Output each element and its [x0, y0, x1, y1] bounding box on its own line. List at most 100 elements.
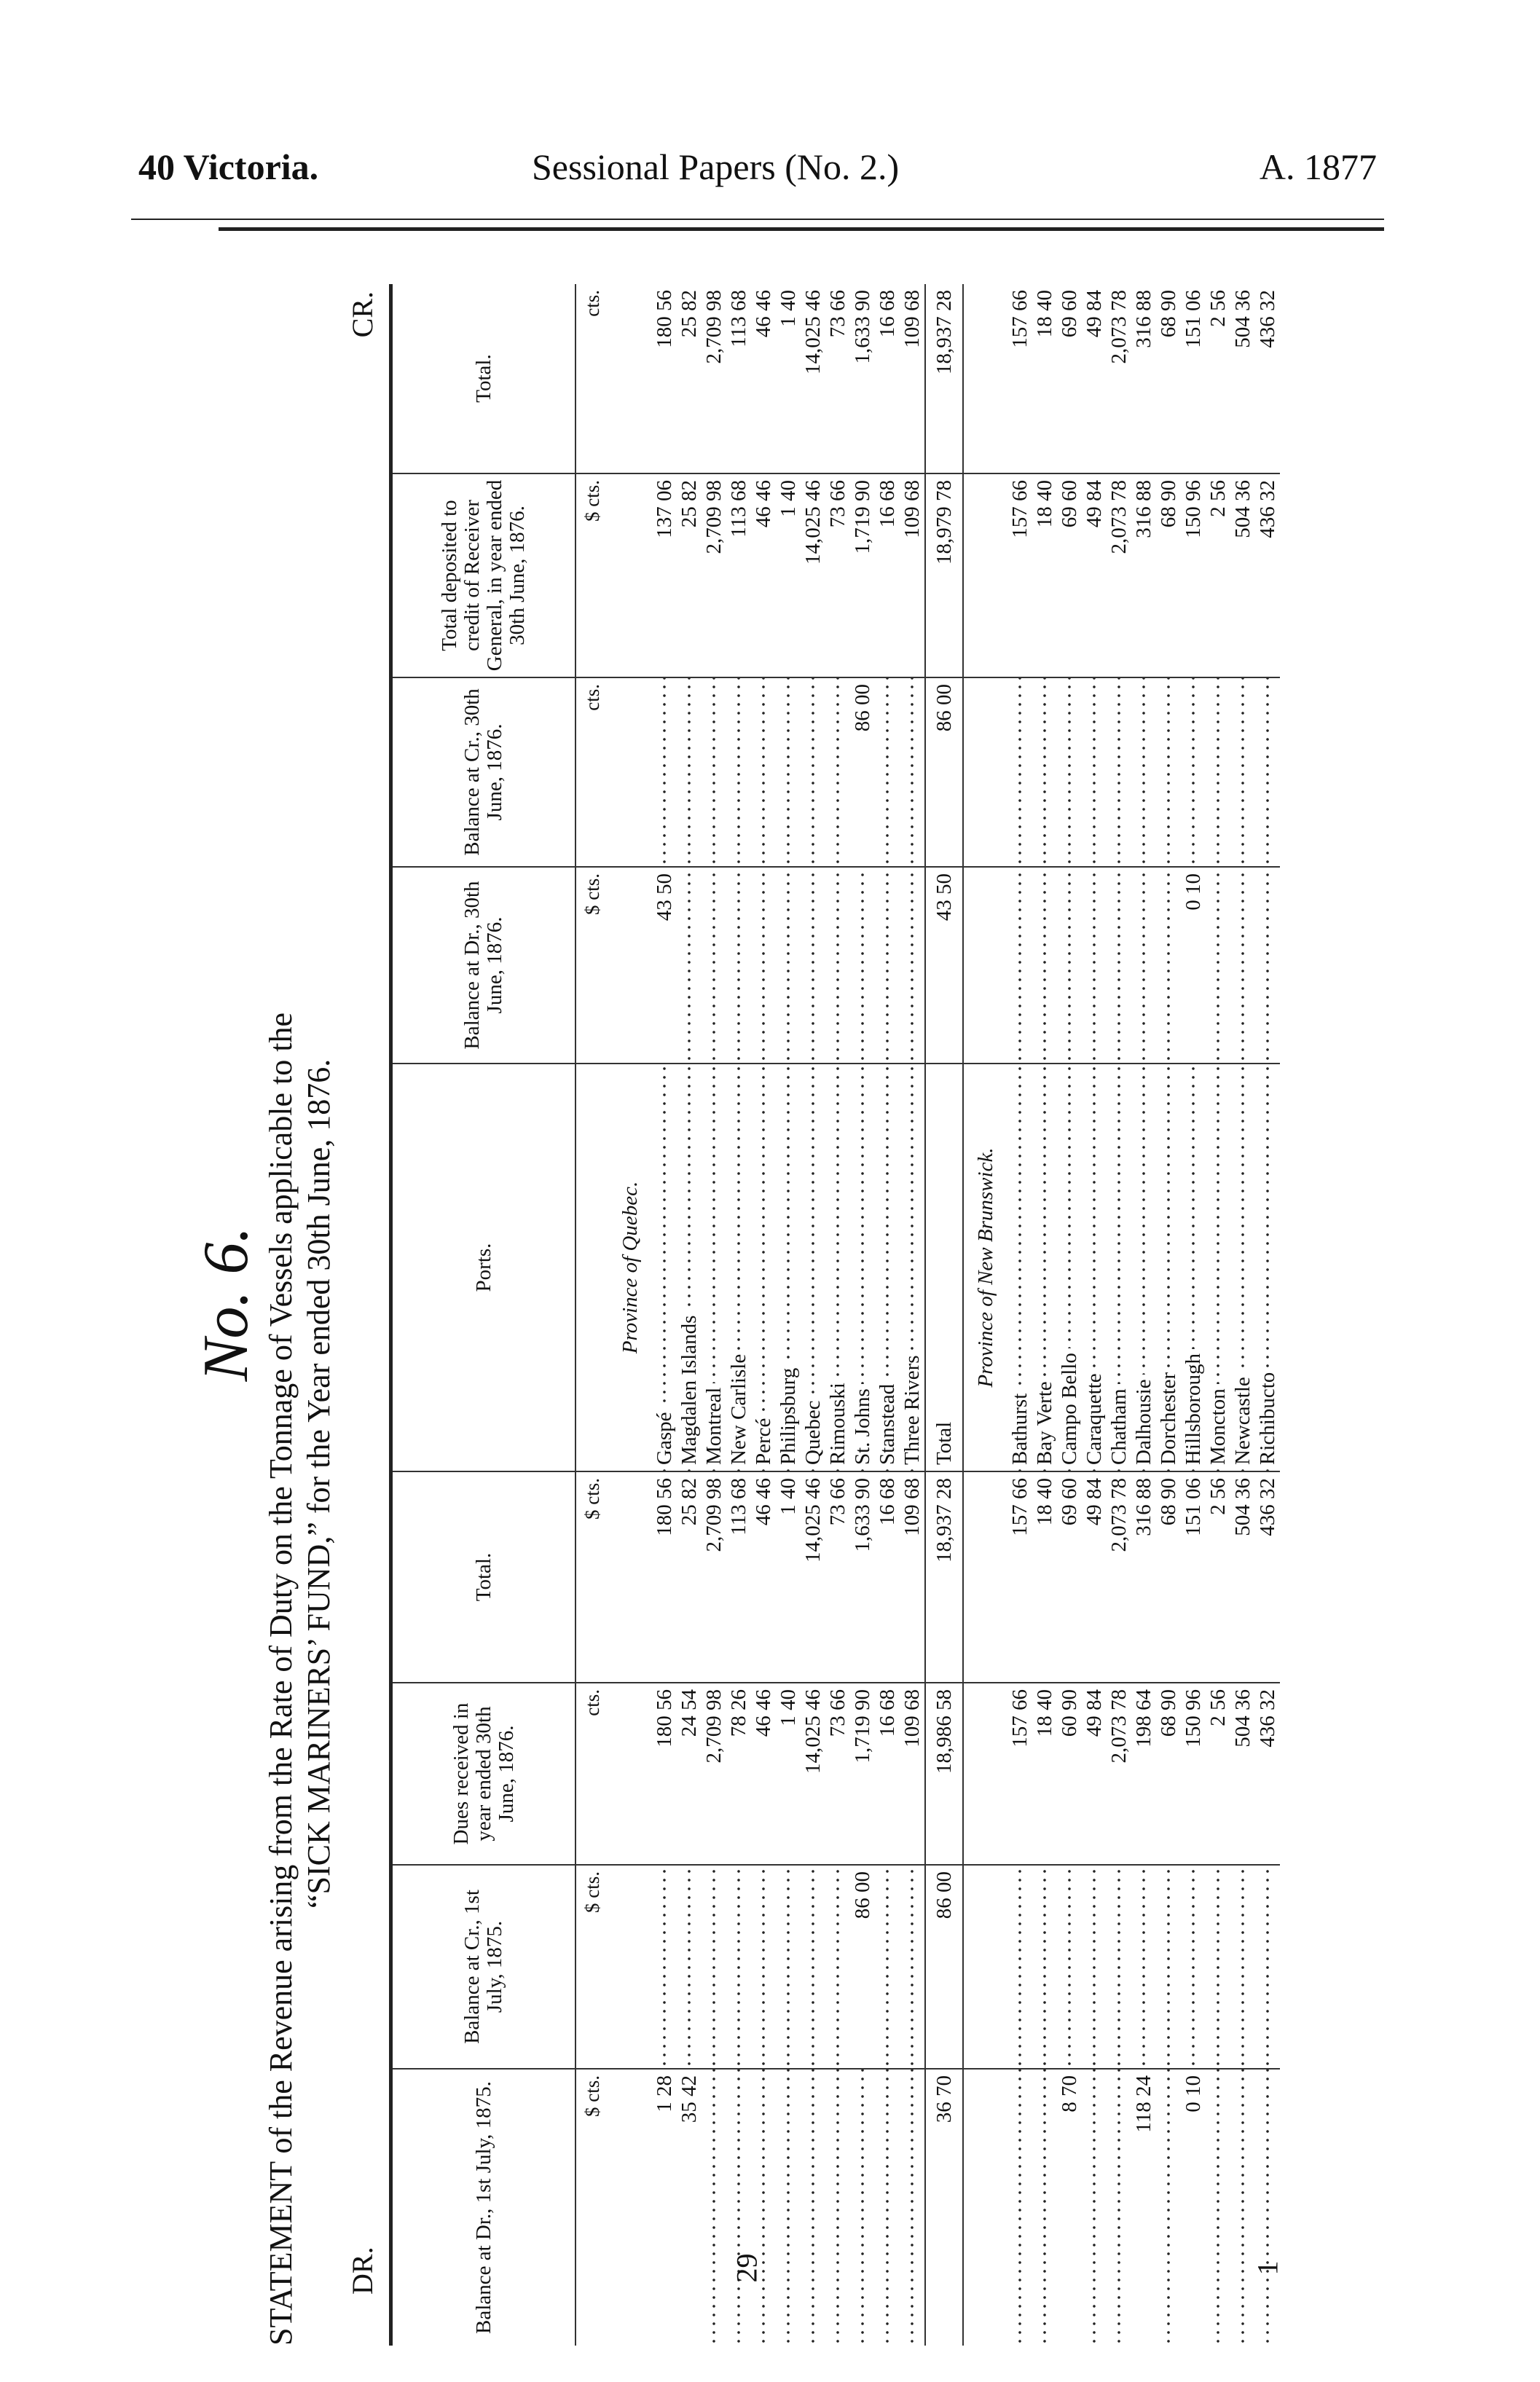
table-row: 118 24 198 64 316 88 Dalhousie 316 88 316 88 — [1131, 284, 1156, 2346]
total-row: 36 70 86 00 18,986 58 18,937 28 Total 43 50 86… — [925, 284, 963, 2346]
port-label: St. Johns — [850, 1384, 874, 1465]
amount-cell: 69 60 — [1057, 1471, 1082, 1683]
amount-cell — [1131, 1865, 1156, 2069]
amount-cell: 109 68 — [900, 1683, 925, 1865]
port-label: Campo Bello — [1057, 1348, 1081, 1465]
amount-cell — [1181, 677, 1206, 867]
amount-cell — [1255, 2069, 1280, 2346]
amount-cell — [801, 2069, 825, 2346]
port-name: Moncton — [1206, 1064, 1230, 1471]
empty-cell — [963, 1471, 1007, 1683]
page-number-left: 29 — [730, 2253, 763, 2283]
amount-cell — [677, 867, 702, 1064]
total-amount: 18,937 28 — [925, 1471, 963, 1683]
amount-cell: 137 06 — [652, 473, 677, 677]
column-header: Balance at Cr., 30th June, 1876. — [390, 677, 575, 867]
table-row: 8 70 60 90 69 60 Campo Bello 69 60 69 60 — [1057, 284, 1082, 2346]
unit-label: $ cts. — [575, 473, 608, 677]
amount-cell: 436 32 — [1255, 284, 1280, 473]
amount-cell — [702, 2069, 726, 2346]
amount-cell: 8 70 — [1057, 2075, 1081, 2112]
debit-label: DR. — [346, 2247, 379, 2295]
statement-line-1: STATEMENT of the Revenue arising from th… — [263, 1013, 299, 2346]
table-row: 157 66 157 66 Bathurst 157 66 157 66 — [1007, 284, 1032, 2346]
amount-cell: 2 56 — [1206, 284, 1230, 473]
total-amount: 86 00 — [925, 677, 963, 867]
amount-cell — [1131, 677, 1156, 867]
amount-cell — [1007, 2069, 1032, 2346]
amount-cell: 150 96 — [1181, 1683, 1206, 1865]
column-header: Total. — [390, 1471, 575, 1683]
port-name: Philipsburg — [776, 1064, 801, 1471]
unit-label: cts. — [575, 1683, 608, 1865]
statement-title: STATEMENT of the Revenue arising from th… — [262, 248, 338, 2360]
unit-label: $ cts. — [575, 1471, 608, 1683]
total-amount: 18,986 58 — [925, 1683, 963, 1865]
column-header: Balance at Cr., 1st July, 1875. — [390, 1865, 575, 2069]
port-label: Chatham — [1107, 1384, 1131, 1465]
amount-cell — [900, 2069, 925, 2346]
unit-label: $ cts. — [575, 1865, 608, 2069]
amount-cell — [1156, 677, 1181, 867]
amount-cell: 16 68 — [875, 1683, 900, 1865]
amount-cell: 25 82 — [677, 473, 702, 677]
port-label: Caraquette — [1082, 1369, 1106, 1465]
table-row: 16 68 16 68 Stanstead 16 68 16 68 — [875, 284, 900, 2346]
table-row: 109 68 109 68 Three Rivers 109 68 109 68 — [900, 284, 925, 2346]
amount-cell — [776, 2069, 801, 2346]
amount-cell: 316 88 — [1131, 284, 1156, 473]
amount-cell — [1057, 1865, 1082, 2069]
amount-cell: 14,025 46 — [801, 1471, 825, 1683]
port-label: Percé — [751, 1413, 775, 1465]
amount-cell — [726, 867, 751, 1064]
port-name: Dalhousie — [1131, 1064, 1156, 1471]
amount-cell: 68 90 — [1156, 1683, 1181, 1865]
amount-cell: 436 32 — [1255, 473, 1280, 677]
amount-cell: 118 24 — [1131, 2075, 1155, 2133]
port-name: Bathurst — [1007, 1064, 1032, 1471]
document-number: No. 6. — [191, 1226, 262, 1382]
amount-cell: 49 84 — [1082, 473, 1107, 677]
amount-cell: 316 88 — [1131, 473, 1156, 677]
amount-cell — [1082, 867, 1107, 1064]
amount-cell: 25 82 — [677, 1471, 702, 1683]
empty-cell — [608, 677, 652, 867]
amount-cell: 18 40 — [1032, 284, 1057, 473]
amount-cell — [677, 677, 702, 867]
amount-cell: 86 00 — [850, 677, 875, 867]
unit-label: $ cts. — [575, 867, 608, 1064]
empty-cell — [608, 284, 652, 473]
amount-cell — [652, 1865, 677, 2069]
amount-cell: 2 56 — [1206, 1683, 1230, 1865]
port-name: Three Rivers — [900, 1064, 925, 1471]
amount-cell — [875, 1865, 900, 2069]
amount-cell — [652, 677, 677, 867]
total-amount: 18,937 28 — [925, 284, 963, 473]
port-name: Dorchester — [1156, 1064, 1181, 1471]
amount-cell — [1230, 677, 1255, 867]
amount-cell — [1230, 867, 1255, 1064]
amount-cell: 49 84 — [1082, 284, 1107, 473]
column-header: Balance at Dr., 30th June, 1876. — [390, 867, 575, 1064]
amount-cell — [1131, 867, 1156, 1064]
amount-cell — [850, 867, 875, 1064]
amount-cell: 18 40 — [1032, 1471, 1057, 1683]
amount-cell — [850, 2069, 875, 2346]
total-amount: 43 50 — [925, 867, 963, 1064]
amount-cell — [825, 1865, 850, 2069]
amount-cell: 14,025 46 — [801, 284, 825, 473]
province-heading: Province of Quebec. — [608, 1064, 652, 1471]
amount-cell — [1255, 867, 1280, 1064]
amount-cell — [825, 677, 850, 867]
table-row: 35 42 24 54 25 82 Magdalen Islands 25 82 25 8… — [677, 284, 702, 2346]
header-rule — [131, 219, 1384, 220]
empty-cell — [608, 2069, 652, 2346]
table-row: 49 84 49 84 Caraquette 49 84 49 84 — [1082, 284, 1107, 2346]
amount-cell — [1082, 677, 1107, 867]
amount-cell: 109 68 — [900, 473, 925, 677]
port-label: Newcastle — [1230, 1372, 1254, 1465]
column-header: Total deposited to credit of Receiver Ge… — [390, 473, 575, 677]
amount-cell — [801, 867, 825, 1064]
page-number-right: 1 — [1251, 2260, 1284, 2276]
amount-cell: 1,719 90 — [850, 1683, 875, 1865]
